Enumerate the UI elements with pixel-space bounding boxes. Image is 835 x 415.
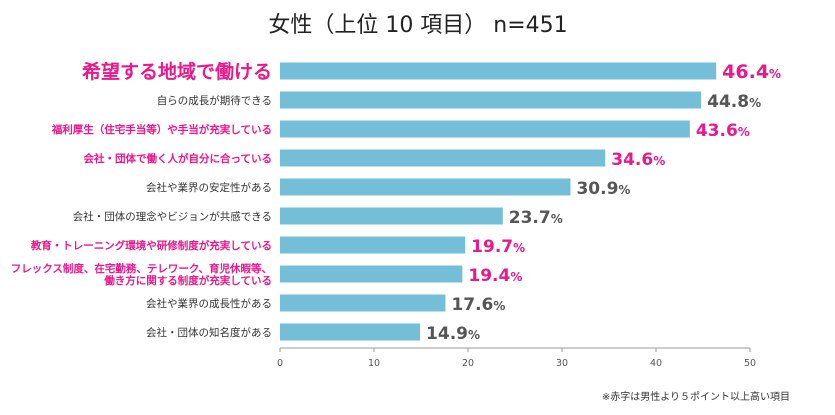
bar <box>280 149 606 167</box>
category-label: フレックス制度、在宅勤務、テレワーク、育児休暇等、働き方に関する制度が充実してい… <box>11 262 272 287</box>
x-tick-label: 0 <box>277 358 283 369</box>
value-label: 14.9% <box>426 324 480 344</box>
x-tick-label: 10 <box>368 358 380 369</box>
value-label: 19.4% <box>468 266 522 286</box>
x-tick-label: 30 <box>556 358 568 369</box>
category-label: 会社や業界の成長性がある <box>146 297 272 310</box>
bar <box>280 323 421 341</box>
category-label: 教育・トレーニング環境や研修制度が充実している <box>30 239 272 252</box>
bar <box>280 294 446 312</box>
x-tick-label: 50 <box>744 358 756 369</box>
bar <box>280 178 571 196</box>
x-tick-label: 20 <box>462 358 474 369</box>
category-label: 会社や業界の安定性がある <box>146 181 272 194</box>
value-label: 19.7% <box>471 237 525 257</box>
bar <box>280 120 690 138</box>
category-label: 会社・団体の知名度がある <box>146 326 272 339</box>
bar <box>280 207 503 225</box>
bar <box>280 91 702 109</box>
bar <box>280 265 463 283</box>
value-label: 46.4% <box>722 61 781 83</box>
category-label: 自らの成長が期待できる <box>157 94 272 107</box>
bar <box>280 62 717 80</box>
chart-title: 女性（上位 10 項目） n=451 <box>268 13 567 38</box>
value-label: 34.6% <box>611 150 665 170</box>
footnote: ※赤字は男性より５ポイント以上高い項目 <box>602 390 790 403</box>
category-label: 会社・団体で働く人が自分に合っている <box>84 152 272 165</box>
bar <box>280 236 466 254</box>
value-label: 23.7% <box>509 208 563 228</box>
x-axis: 0 10 20 30 40 50 <box>277 347 756 369</box>
bars-group: 希望する地域で働ける 46.4% 自らの成長が期待できる 44.8% 福利厚生（住宅手当… <box>11 60 781 344</box>
value-label: 44.8% <box>707 92 761 112</box>
category-label: 福利厚生（住宅手当等）や手当が充実している <box>51 123 272 136</box>
category-label: 会社・団体の理念やビジョンが共感できる <box>73 210 272 223</box>
value-label: 30.9% <box>576 179 630 199</box>
value-label: 17.6% <box>451 295 505 315</box>
value-label: 43.6% <box>696 121 750 141</box>
category-label: 希望する地域で働ける <box>82 60 272 83</box>
x-tick-label: 40 <box>650 358 662 369</box>
